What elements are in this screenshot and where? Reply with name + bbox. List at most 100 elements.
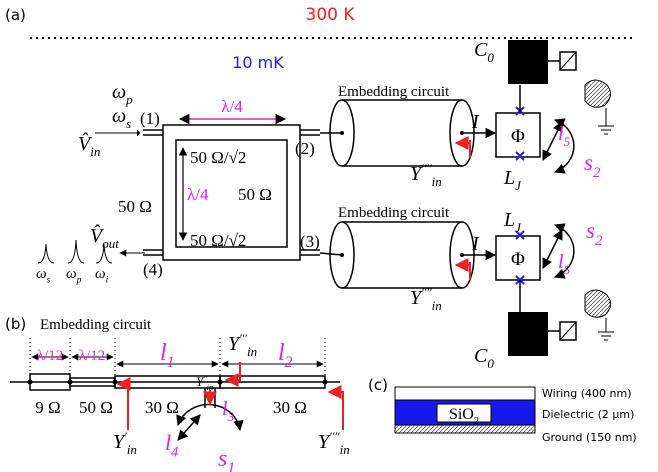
layer-label: Ground (150 nm)	[542, 431, 637, 444]
current-label: I	[471, 111, 480, 133]
panel-title: Embedding circuit	[40, 317, 152, 333]
label-base: L	[503, 167, 515, 189]
label-sub: in	[207, 382, 214, 392]
panel-c-rect	[395, 425, 535, 433]
admittance-label: Y′in	[113, 429, 137, 457]
label-base: C	[474, 39, 488, 61]
panel-b-g-circle	[323, 380, 328, 385]
impedance-label: 30 Ω	[145, 398, 179, 417]
label-sub: s	[126, 116, 131, 131]
admittance-label: Y′′′in	[228, 331, 257, 359]
top-circuit-line	[560, 52, 576, 70]
top-circuit-path	[456, 140, 470, 158]
capacitance-label: C0	[474, 345, 494, 371]
label-sub: 1	[167, 354, 175, 371]
panel-c: (c) SiO2 Wiring (400 nm) Dielectric (2 μ…	[368, 376, 637, 444]
label-sup: ′′′	[239, 331, 247, 345]
panel-label: (a)	[5, 6, 26, 24]
label-base: ω	[66, 266, 77, 282]
panel-label: (c)	[368, 376, 388, 394]
spectrum-label: ωs	[36, 266, 51, 286]
current-label: I	[471, 233, 480, 255]
label-sup: ′	[124, 429, 127, 443]
temperature-label: 10 mK	[232, 53, 284, 72]
length-label: l2	[278, 340, 293, 371]
spectrum-label: ωp	[66, 266, 82, 286]
length-label: λ/4	[221, 97, 243, 116]
panel-b-g-circle	[68, 380, 73, 385]
panel-b: (b) Embedding circuit λ/12 λ/12 l1 l2 Y′…	[5, 315, 350, 472]
embedding-label: Embedding circuit	[338, 205, 450, 221]
label-sub: p	[76, 275, 82, 286]
port-label: (3)	[300, 232, 320, 251]
label-sub: 4	[171, 445, 178, 461]
inductance-label: LJ	[503, 167, 522, 193]
inductance-label: LJ	[503, 209, 522, 235]
label-sub: J	[515, 178, 522, 193]
label-base: s	[586, 218, 595, 243]
embedding-label: Embedding circuit	[338, 84, 450, 100]
arc-label: s2	[586, 218, 603, 249]
bottom-circuit: I Φ LJ l5 s2 Y′′′′in C0	[410, 209, 614, 371]
label-sub: 2	[474, 416, 479, 427]
length-label: λ/12	[79, 348, 105, 364]
label-sub: 3	[227, 409, 235, 424]
figure: (a) 300 K 10 mK ωp ωs (1) (2) (3) (4) λ/…	[0, 0, 658, 472]
spectrum-label: ωi	[95, 266, 109, 286]
label-base: s	[218, 446, 227, 472]
voltage-label: V̂in	[78, 132, 100, 159]
label-sup: ′′′′	[421, 161, 432, 175]
embedding-cylinders-path	[342, 222, 462, 288]
label-sub: in	[90, 144, 100, 159]
panel-b-path	[118, 384, 128, 430]
label-base: ω	[95, 266, 106, 282]
impedance-label: 50 Ω	[118, 197, 152, 216]
label-sub: 2	[593, 165, 601, 181]
panel-label: (b)	[5, 315, 26, 333]
hybrid-coupler: ωp ωs (1) (2) (3) (4) λ/4 λ/4 V̂in V̂out…	[36, 81, 320, 286]
label-sup: ′′′′	[329, 429, 340, 443]
frequency-label: ωs	[112, 105, 131, 131]
embedding-cylinders-path	[342, 100, 462, 166]
flux-label: Φ	[511, 249, 525, 270]
length-label: l5	[558, 251, 571, 277]
label-sub: in	[247, 344, 257, 359]
label-base: ω	[112, 105, 126, 127]
temperature-label: 300 K	[306, 5, 356, 25]
impedance-label: 50 Ω/√2	[190, 148, 246, 167]
label-sub: in	[432, 298, 442, 313]
top-circuit: I Φ LJ l5 s2 Y′′′′in C0	[410, 39, 614, 193]
label-sub: 2	[285, 354, 293, 371]
embedding-cylinders-line	[320, 253, 342, 255]
arc-label: s2	[584, 150, 601, 181]
label-sub: 5	[564, 134, 571, 149]
label-sub: 5	[564, 262, 571, 277]
arc-label: s1	[218, 446, 235, 472]
label-base: SiO	[449, 406, 474, 423]
length-label: l5	[558, 123, 571, 149]
label-sub: 0	[487, 50, 494, 65]
length-label: λ/12	[37, 348, 63, 364]
admittance-label: Y′′′′in	[410, 161, 442, 189]
label-sub: 0	[487, 356, 494, 371]
panel-b-g-circle	[28, 380, 33, 385]
frequency-label: ωp	[112, 81, 133, 107]
bottom-circuit-line	[560, 322, 576, 340]
label-base: ω	[112, 81, 126, 103]
flux-label: Φ	[511, 126, 525, 147]
label-sub: in	[432, 174, 442, 189]
embedding-cylinders: Embedding circuit Embedding circuit	[320, 84, 474, 288]
impedance-label: 9 Ω	[35, 398, 60, 417]
length-label: λ/4	[187, 185, 209, 204]
label-sub: i	[106, 275, 109, 286]
panel-b-path	[226, 362, 240, 380]
bottom-circuit-rect	[508, 312, 548, 356]
port-label: (2)	[295, 139, 315, 158]
bottom-circuit-path	[585, 290, 611, 317]
panel-b-g-circle	[113, 380, 118, 385]
length-label: l1	[160, 340, 174, 371]
port-label: (4)	[143, 260, 163, 279]
label-sub: s	[47, 275, 51, 286]
label-base: C	[474, 345, 488, 367]
label-base: L	[503, 209, 515, 231]
